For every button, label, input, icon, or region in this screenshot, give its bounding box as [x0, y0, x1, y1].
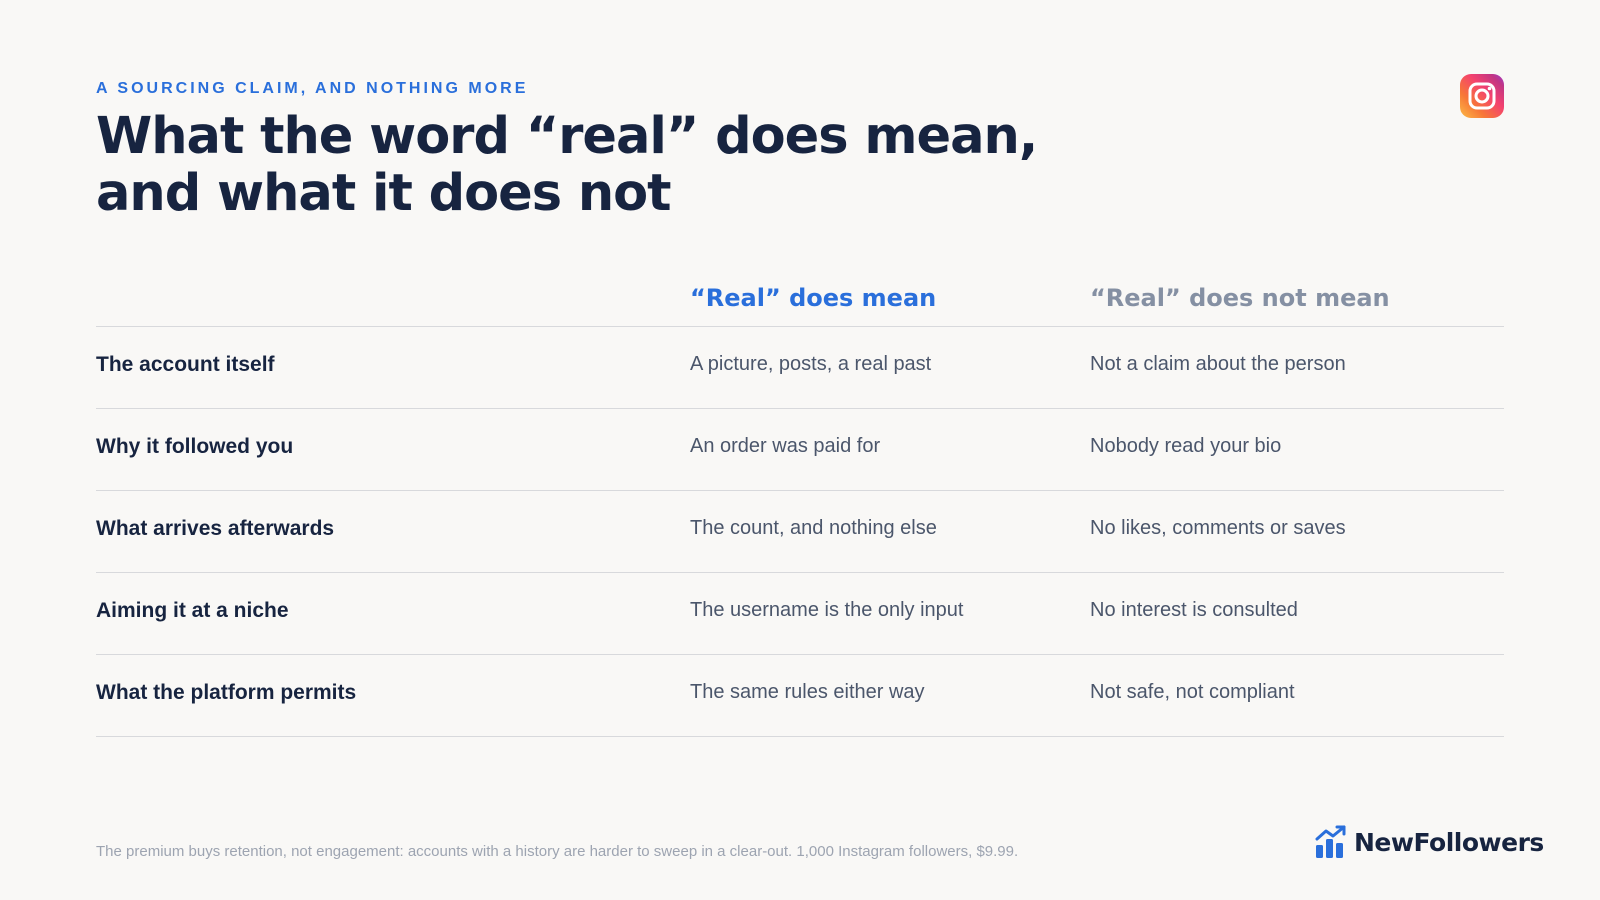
page-title-line-1: What the word “real” does mean,: [96, 107, 1038, 166]
row-label: The account itself: [96, 353, 275, 376]
column-header-does-mean: “Real” does mean: [690, 284, 937, 312]
does-mean-cell: The same rules either way: [690, 681, 925, 703]
row-label: Aiming it at a niche: [96, 599, 289, 622]
table-header: “Real” does mean “Real” does not mean: [96, 270, 1504, 327]
does-mean-cell: A picture, posts, a real past: [690, 353, 932, 375]
table-row: What arrives afterwards The count, and n…: [96, 491, 1504, 573]
bar-chart-arrow-icon: [1315, 825, 1346, 858]
instagram-icon: [1460, 74, 1504, 118]
does-mean-cell: The count, and nothing else: [690, 517, 937, 539]
table-row: Why it followed you An order was paid fo…: [96, 409, 1504, 491]
does-mean-cell: The username is the only input: [690, 599, 964, 621]
page-title-line-2: and what it does not: [96, 164, 672, 223]
row-label: What the platform permits: [96, 681, 357, 704]
table-row: What the platform permits The same rules…: [96, 655, 1504, 737]
comparison-table: “Real” does mean “Real” does not mean Th…: [96, 270, 1504, 737]
column-header-does-not-mean: “Real” does not mean: [1090, 284, 1390, 312]
row-label: Why it followed you: [96, 435, 294, 458]
eyebrow-label: A SOURCING CLAIM, AND NOTHING MORE: [96, 80, 529, 97]
does-not-mean-cell: No interest is consulted: [1090, 599, 1298, 621]
page-title: What the word “real” does mean, and what…: [96, 108, 1096, 222]
footnote: The premium buys retention, not engageme…: [96, 843, 1019, 860]
does-not-mean-cell: Nobody read your bio: [1090, 435, 1282, 457]
row-label: What arrives afterwards: [96, 517, 335, 540]
does-mean-cell: An order was paid for: [690, 435, 881, 457]
table-row: The account itself A picture, posts, a r…: [96, 327, 1504, 409]
brand-name: NewFollowers: [1354, 827, 1544, 857]
does-not-mean-cell: Not safe, not compliant: [1090, 681, 1295, 703]
does-not-mean-cell: No likes, comments or saves: [1090, 517, 1346, 539]
table-row: Aiming it at a niche The username is the…: [96, 573, 1504, 655]
does-not-mean-cell: Not a claim about the person: [1090, 353, 1346, 375]
brand-logo: NewFollowers: [1314, 824, 1544, 860]
